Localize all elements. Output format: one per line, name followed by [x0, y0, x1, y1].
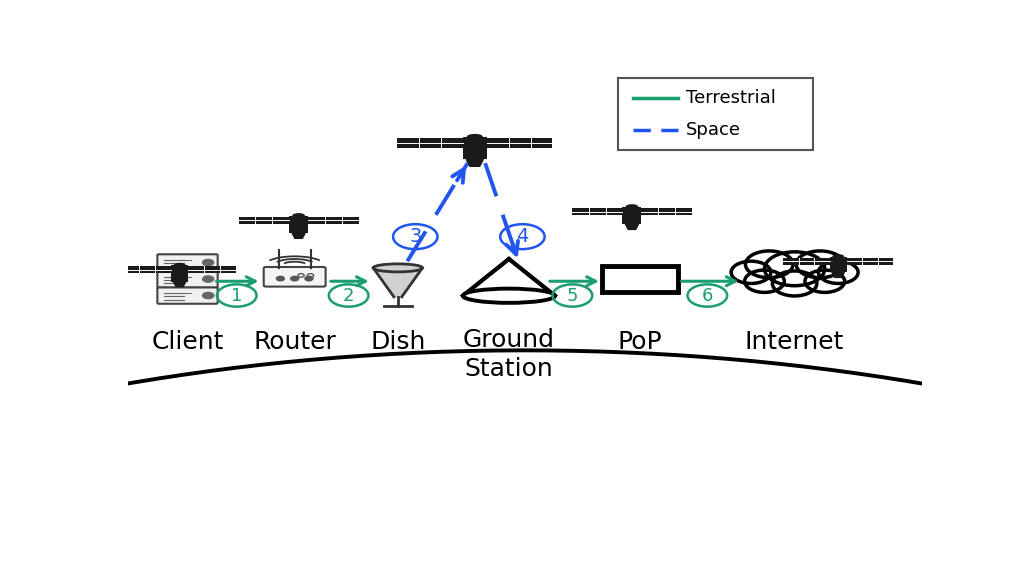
Circle shape — [731, 261, 771, 284]
Ellipse shape — [373, 264, 423, 272]
Bar — [463, 137, 487, 159]
Bar — [783, 258, 829, 265]
Bar — [571, 208, 623, 215]
Bar — [123, 266, 171, 273]
Circle shape — [744, 270, 784, 292]
Text: 6: 6 — [701, 287, 713, 305]
Ellipse shape — [463, 288, 555, 303]
Bar — [239, 217, 289, 224]
Circle shape — [203, 276, 214, 282]
Bar — [618, 78, 813, 150]
Circle shape — [745, 251, 793, 278]
Polygon shape — [833, 273, 845, 277]
Bar — [602, 266, 678, 292]
Text: 3: 3 — [410, 227, 422, 246]
Bar — [188, 266, 237, 273]
Circle shape — [797, 251, 844, 278]
Circle shape — [805, 270, 845, 292]
Text: Space: Space — [686, 121, 741, 139]
Polygon shape — [466, 159, 483, 166]
Circle shape — [765, 252, 824, 285]
FancyBboxPatch shape — [158, 271, 218, 287]
Text: Client: Client — [152, 330, 223, 354]
Bar — [623, 207, 641, 224]
Circle shape — [276, 276, 285, 281]
Polygon shape — [626, 224, 639, 229]
Text: PoP: PoP — [617, 330, 663, 354]
Ellipse shape — [468, 134, 482, 140]
Text: Terrestrial: Terrestrial — [686, 89, 776, 107]
Text: Router: Router — [253, 330, 336, 354]
Circle shape — [203, 292, 214, 299]
Text: Internet: Internet — [744, 330, 845, 354]
Text: 5: 5 — [566, 287, 579, 305]
Text: 4: 4 — [516, 227, 528, 246]
Bar — [641, 208, 692, 215]
Bar — [289, 215, 308, 233]
Bar — [171, 265, 188, 281]
Ellipse shape — [174, 263, 185, 267]
Bar — [847, 258, 893, 265]
Text: 1: 1 — [231, 287, 243, 305]
Polygon shape — [463, 259, 555, 296]
Circle shape — [818, 261, 858, 284]
FancyBboxPatch shape — [264, 267, 326, 287]
Circle shape — [203, 259, 214, 266]
Ellipse shape — [834, 255, 844, 258]
Text: 2: 2 — [343, 287, 354, 305]
Bar — [829, 256, 847, 273]
Bar — [487, 138, 553, 148]
Polygon shape — [373, 268, 423, 297]
FancyBboxPatch shape — [158, 254, 218, 271]
Text: Ground
Station: Ground Station — [463, 328, 555, 381]
Bar — [308, 217, 358, 224]
Polygon shape — [292, 233, 305, 239]
Bar — [397, 138, 463, 148]
Circle shape — [772, 271, 817, 296]
FancyBboxPatch shape — [158, 287, 218, 304]
Polygon shape — [173, 281, 185, 287]
Ellipse shape — [293, 214, 304, 218]
Circle shape — [305, 276, 313, 281]
Text: Dish: Dish — [370, 330, 426, 354]
Circle shape — [291, 276, 299, 281]
Ellipse shape — [627, 205, 638, 208]
